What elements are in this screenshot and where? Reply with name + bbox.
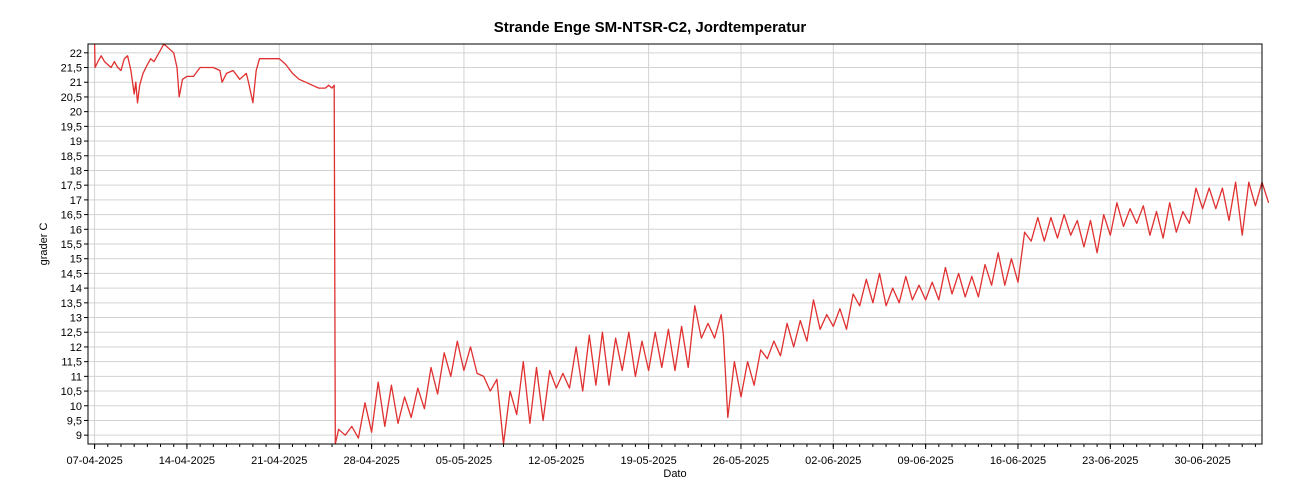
- x-tick-label: 07-04-2025: [66, 455, 122, 467]
- x-axis-label: Dato: [663, 468, 686, 480]
- y-tick-label: 12,5: [61, 327, 82, 339]
- y-axis-label: grader C: [38, 223, 50, 266]
- x-tick-label: 02-06-2025: [805, 455, 861, 467]
- x-tick-label: 21-04-2025: [251, 455, 307, 467]
- grid: [88, 44, 1262, 444]
- y-axis-ticks: 9 9,5 10 10,5 11 11,5 12 12,5 13 13,5 14 14,5 15 15,5…: [61, 48, 88, 442]
- y-tick-label: 10: [70, 401, 82, 413]
- x-tick-label: 05-05-2025: [436, 455, 492, 467]
- x-tick-label: 14-04-2025: [159, 455, 215, 467]
- y-tick-label: 19: [70, 136, 82, 148]
- series-layer: [93, 43, 1270, 445]
- x-tick-label: 09-06-2025: [897, 455, 953, 467]
- y-tick-label: 9,5: [67, 415, 82, 427]
- series-line-0: [93, 43, 1270, 445]
- y-tick-label: 15: [70, 254, 82, 266]
- x-tick-label: 23-06-2025: [1082, 455, 1138, 467]
- y-tick-label: 20,5: [61, 92, 82, 104]
- x-tick-label: 12-05-2025: [528, 455, 584, 467]
- x-tick-label: 16-06-2025: [990, 455, 1046, 467]
- y-tick-label: 17: [70, 195, 82, 207]
- y-tick-label: 22: [70, 48, 82, 60]
- y-tick-label: 21: [70, 77, 82, 89]
- x-tick-label: 28-04-2025: [343, 455, 399, 467]
- chart-title: Strande Enge SM-NTSR-C2, Jordtemperatur: [493, 19, 807, 36]
- y-tick-label: 16,5: [61, 210, 82, 222]
- y-tick-label: 11,5: [61, 357, 82, 369]
- plot-frame: [87, 43, 1263, 445]
- y-tick-label: 9: [76, 430, 82, 442]
- x-tick-label: 19-05-2025: [620, 455, 676, 467]
- y-tick-label: 19,5: [61, 121, 82, 133]
- x-tick-label: 26-05-2025: [713, 455, 769, 467]
- y-tick-label: 10,5: [61, 386, 82, 398]
- y-tick-label: 13,5: [61, 298, 82, 310]
- x-axis-ticks: 07-04-2025 14-04-2025 21-04-2025 28-04-2025…: [66, 444, 1256, 467]
- y-tick-label: 21,5: [61, 63, 82, 75]
- y-tick-label: 14,5: [61, 268, 82, 280]
- y-tick-label: 20: [70, 107, 82, 119]
- y-tick-label: 14: [70, 283, 82, 295]
- y-tick-label: 18: [70, 165, 82, 177]
- y-tick-label: 18,5: [61, 151, 82, 163]
- x-tick-label: 30-06-2025: [1174, 455, 1230, 467]
- y-tick-label: 13: [70, 313, 82, 325]
- y-tick-label: 11: [71, 371, 82, 383]
- y-tick-label: 15,5: [61, 239, 82, 251]
- y-tick-label: 12: [70, 342, 82, 354]
- y-tick-label: 17,5: [61, 180, 82, 192]
- y-tick-label: 16: [70, 224, 82, 236]
